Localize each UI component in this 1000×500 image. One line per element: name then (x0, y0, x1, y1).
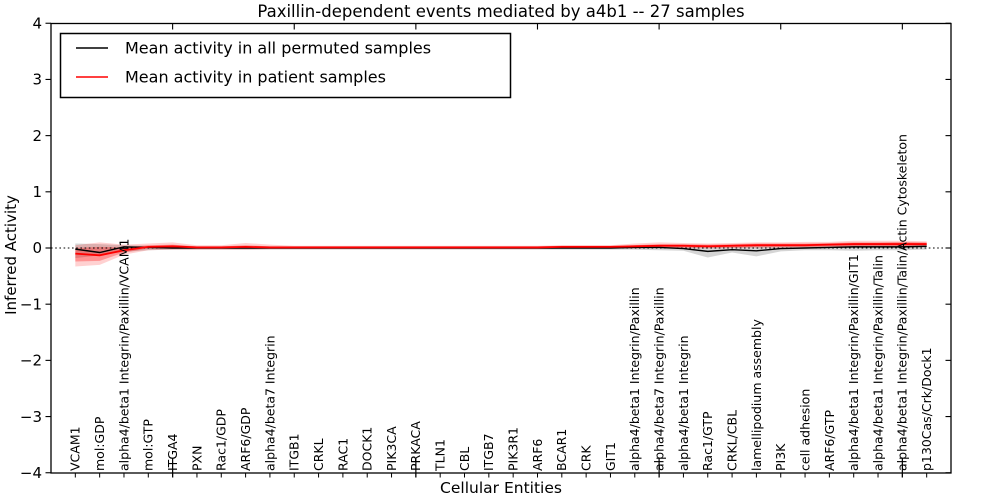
x-tick-label: alpha4/beta1 Integrin/Paxillin/Talin/Act… (895, 134, 910, 471)
x-tick-label: mol:GTP (141, 419, 156, 471)
x-tick-label: alpha4/beta1 Integrin (676, 335, 691, 471)
y-tick-label: −3 (20, 408, 42, 426)
x-tick-label: VCAM1 (68, 426, 83, 471)
x-tick-label: CBL (457, 447, 472, 471)
x-tick-label: PIK3CA (384, 426, 399, 471)
y-tick-label: 4 (32, 14, 42, 32)
y-axis-label: Inferred Activity (2, 195, 20, 315)
x-tick-label: DOCK1 (360, 427, 375, 471)
x-tick-label: CRK (579, 445, 594, 471)
y-tick-label: −4 (20, 464, 42, 482)
x-tick-label: alpha4/beta1 Integrin/Paxillin/GIT1 (846, 254, 861, 471)
x-tick-label: Rac1/GDP (214, 409, 229, 471)
x-tick-label: alpha4/beta7 Integrin/Paxillin (651, 287, 666, 471)
x-tick-label: ARF6/GTP (822, 410, 837, 471)
legend-label-patient-samples: Mean activity in patient samples (125, 68, 386, 87)
x-tick-label: TLN1 (433, 439, 448, 472)
x-tick-label: PRKACA (408, 421, 423, 471)
x-tick-label: lamellipodium assembly (749, 319, 764, 471)
x-tick-label: ITGB1 (287, 433, 302, 471)
y-tick-label: 0 (32, 239, 42, 257)
x-tick-label: p130Cas/Crk/Dock1 (919, 347, 934, 471)
legend: Mean activity in all permuted samples Me… (59, 32, 512, 99)
x-tick-label: PIK3R1 (506, 427, 521, 471)
x-tick-label: ARF6 (530, 439, 545, 471)
x-tick-label: alpha4/beta1 Integrin/Paxillin/Talin (870, 255, 885, 471)
x-tick-label: ITGB7 (481, 433, 496, 471)
x-tick-label: Rac1/GTP (700, 411, 715, 471)
y-tick-label: 3 (32, 71, 42, 89)
y-tick-label: 2 (32, 127, 42, 145)
y-tick-label: 1 (32, 183, 42, 201)
x-tick-label: alpha4/beta1 Integrin/Paxillin/VCAM1 (116, 239, 131, 471)
x-axis-label: Cellular Entities (440, 479, 562, 497)
x-tick-label: PXN (189, 446, 204, 471)
y-tick-label: −2 (20, 352, 42, 370)
x-tick-label: cell adhesion (797, 389, 812, 471)
x-tick-label: GIT1 (603, 442, 618, 471)
x-tick-label: mol:GDP (92, 416, 107, 471)
x-tick-label: ITGA4 (165, 433, 180, 471)
x-tick-label: alpha4/beta1 Integrin/Paxillin (627, 287, 642, 471)
x-tick-label: BCAR1 (554, 429, 569, 471)
patient-mean-line (75, 243, 927, 257)
legend-label-permuted-samples: Mean activity in all permuted samples (125, 39, 431, 58)
x-tick-label: CRKL/CBL (724, 410, 739, 471)
x-tick-label: ARF6/GDP (238, 407, 253, 471)
y-tick-label: −1 (20, 295, 42, 313)
x-tick-label: alpha4/beta7 Integrin (262, 335, 277, 471)
x-tick-label: RAC1 (335, 438, 350, 471)
x-tick-label: CRKL (311, 438, 326, 471)
x-tick-label: PI3K (773, 443, 788, 471)
plot-area: 4 3 2 1 0 −1 −2 −3 −4 VCAM1 mol:GDP alpha4/beta1 In… (20, 14, 952, 482)
chart-title: Paxillin-dependent events mediated by a4… (257, 2, 744, 21)
legend-box (59, 32, 512, 99)
